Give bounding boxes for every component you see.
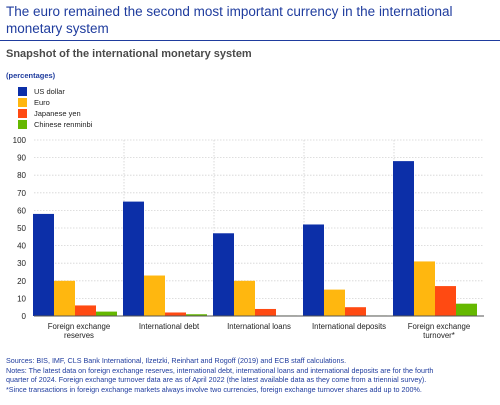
- x-tick-label: International loans: [227, 322, 291, 331]
- x-tick-label: Foreign exchange: [408, 322, 470, 331]
- x-tick-label: Foreign exchange: [48, 322, 110, 331]
- bar: [255, 308, 276, 316]
- bar: [393, 161, 414, 316]
- legend-item-euro: Euro: [18, 97, 92, 108]
- bar: [234, 280, 255, 316]
- legend-swatch: [18, 109, 27, 118]
- bar: [75, 305, 96, 316]
- legend-item-chinese-renminbi: Chinese renminbi: [18, 119, 92, 130]
- legend-label: US dollar: [34, 87, 65, 96]
- y-tick-label: 0: [22, 312, 27, 321]
- bar: [435, 286, 456, 316]
- bar: [54, 280, 75, 316]
- y-tick-label: 70: [17, 189, 26, 198]
- chart-legend: US dollar Euro Japanese yen Chinese renm…: [18, 86, 92, 130]
- footnote: *Since transactions in foreign exchange …: [6, 384, 422, 394]
- gridlines: [34, 139, 484, 299]
- x-tick-label: reserves: [64, 331, 94, 340]
- x-tick-label: International debt: [139, 322, 200, 331]
- y-tick-label: 60: [17, 206, 26, 215]
- y-tick-label: 100: [13, 136, 27, 145]
- bar: [213, 233, 234, 316]
- bar: [165, 312, 186, 316]
- bar: [414, 261, 435, 316]
- sources-note: Sources: BIS, IMF, CLS Bank Internationa…: [6, 356, 347, 365]
- chart-notes: Sources: BIS, IMF, CLS Bank Internationa…: [6, 356, 496, 394]
- bar: [456, 303, 477, 316]
- legend-swatch: [18, 98, 27, 107]
- chart-subtitle: Snapshot of the international monetary s…: [6, 48, 252, 60]
- bar: [303, 224, 324, 316]
- y-tick-label: 80: [17, 171, 26, 180]
- y-tick-label: 10: [17, 294, 26, 303]
- y-axis: 0 10 20 30 40 50 60 70 80 90 100: [13, 136, 27, 321]
- bar: [186, 314, 207, 316]
- y-tick-label: 90: [17, 154, 26, 163]
- y-tick-label: 40: [17, 242, 26, 251]
- y-axis-unit-label: (percentages): [6, 71, 56, 80]
- legend-label: Japanese yen: [34, 109, 81, 118]
- bar: [123, 201, 144, 316]
- x-tick-label: International deposits: [312, 322, 386, 331]
- title-divider: [0, 40, 500, 41]
- legend-label: Euro: [34, 98, 50, 107]
- notes-line: Notes: The latest data on foreign exchan…: [6, 365, 434, 375]
- y-tick-label: 20: [17, 277, 26, 286]
- bar: [33, 213, 54, 316]
- y-tick-label: 50: [17, 224, 26, 233]
- legend-item-us-dollar: US dollar: [18, 86, 92, 97]
- bar: [96, 311, 117, 316]
- bar: [144, 275, 165, 316]
- legend-swatch: [18, 120, 27, 129]
- chart-title: The euro remained the second most import…: [6, 4, 453, 36]
- legend-label: Chinese renminbi: [34, 120, 93, 129]
- notes-line: quarter of 2024. Foreign exchange turnov…: [6, 375, 427, 384]
- legend-item-japanese-yen: Japanese yen: [18, 108, 92, 119]
- y-tick-label: 30: [17, 259, 26, 268]
- bar-series: [33, 161, 477, 317]
- bar: [324, 289, 345, 316]
- bar: [345, 307, 366, 316]
- x-tick-label: turnover*: [423, 331, 455, 340]
- legend-swatch: [18, 87, 27, 96]
